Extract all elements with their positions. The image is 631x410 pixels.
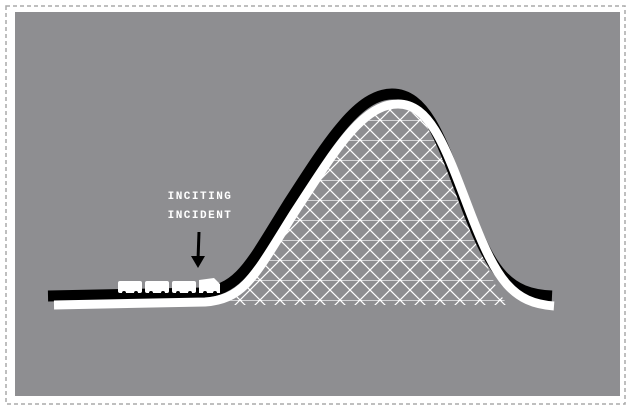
label-line-1: INCITING (168, 191, 233, 203)
label-line-2: INCIDENT (168, 210, 233, 222)
illustration: INCITING INCIDENT (0, 0, 631, 410)
